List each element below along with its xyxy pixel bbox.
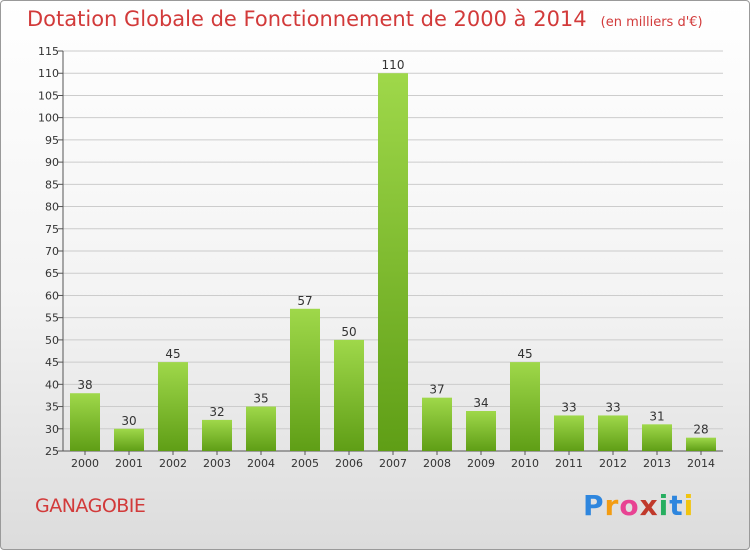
x-tick-label-2009: 2009 [467, 457, 495, 470]
proxiti-logo: Proxiti [583, 489, 694, 522]
y-tick-label: 30 [45, 423, 59, 436]
x-tick-label-2004: 2004 [247, 457, 275, 470]
x-tick-label-2013: 2013 [643, 457, 671, 470]
logo-letter: i [683, 489, 695, 522]
y-tick-label: 60 [45, 289, 59, 302]
logo-letter: r [604, 489, 620, 522]
y-tick-label: 110 [38, 67, 59, 80]
y-tick-label: 45 [45, 356, 59, 369]
x-tick-label-2002: 2002 [159, 457, 187, 470]
data-labels: 38 30 45 32 35 57 50 110 37 34 45 33 33 31 28 [77, 58, 708, 436]
x-tick-label-2011: 2011 [555, 457, 583, 470]
bar-2008 [422, 397, 452, 451]
data-label-2010: 45 [517, 347, 532, 361]
x-tick-label-2003: 2003 [203, 457, 231, 470]
data-label-2013: 31 [649, 409, 664, 423]
y-tick-label: 75 [45, 223, 59, 236]
data-label-2006: 50 [341, 325, 356, 339]
y-tick-label: 50 [45, 334, 59, 347]
commune-name: GANAGOBIE [35, 495, 146, 517]
y-tick-label: 115 [38, 45, 59, 58]
logo-letter: i [658, 489, 670, 522]
logo-letter: x [639, 489, 659, 522]
logo-letter: o [619, 489, 640, 522]
x-tick-label-2010: 2010 [511, 457, 539, 470]
y-tick-label: 25 [45, 445, 59, 458]
x-tick-label-2014: 2014 [687, 457, 715, 470]
bar-2006 [334, 339, 364, 451]
y-tick-label: 40 [45, 378, 59, 391]
chart-title-text: Dotation Globale de Fonctionnement de 20… [27, 7, 587, 31]
x-tick-label-2007: 2007 [379, 457, 407, 470]
data-label-2014: 28 [693, 423, 708, 437]
axes: 25 30 35 40 45 50 55 60 65 70 75 80 85 90 95 100 105 110 1… [38, 45, 723, 470]
data-label-2009: 34 [473, 396, 488, 410]
y-tick-label: 105 [38, 89, 59, 102]
y-tick-label: 55 [45, 312, 59, 325]
data-label-2012: 33 [605, 400, 620, 414]
logo-letter: t [669, 489, 684, 522]
data-label-2007: 110 [382, 58, 405, 72]
bar-2013 [642, 424, 672, 451]
x-tick-label-2006: 2006 [335, 457, 363, 470]
data-label-2008: 37 [429, 383, 444, 397]
x-tick-label-2012: 2012 [599, 457, 627, 470]
bar-2010 [510, 362, 540, 451]
data-label-2000: 38 [77, 378, 92, 392]
bar-2012 [598, 415, 628, 451]
y-tick-label: 90 [45, 156, 59, 169]
bar-2011 [554, 415, 584, 451]
chart-title: Dotation Globale de Fonctionnement de 20… [27, 7, 703, 31]
x-tick-label-2005: 2005 [291, 457, 319, 470]
chart-subtitle: (en milliers d'€) [600, 15, 703, 30]
bar-2001 [114, 428, 144, 451]
y-tick-label: 85 [45, 178, 59, 191]
bars [70, 73, 716, 451]
bar-2009 [466, 411, 496, 451]
x-tick-label-2008: 2008 [423, 457, 451, 470]
y-tick-label: 35 [45, 401, 59, 414]
data-label-2011: 33 [561, 400, 576, 414]
data-label-2001: 30 [121, 414, 136, 428]
bar-2007 [378, 73, 408, 451]
bar-2014 [686, 437, 716, 451]
data-label-2004: 35 [253, 392, 268, 406]
data-label-2002: 45 [165, 347, 180, 361]
x-tick-label-2001: 2001 [115, 457, 143, 470]
logo-letter: P [583, 489, 605, 522]
y-tick-label: 100 [38, 112, 59, 125]
bar-2002 [158, 362, 188, 451]
y-tick-label: 80 [45, 201, 59, 214]
y-tick-label: 70 [45, 245, 59, 258]
y-tick-label: 95 [45, 134, 59, 147]
bar-2004 [246, 406, 276, 451]
bar-2000 [70, 393, 100, 451]
bar-2003 [202, 419, 232, 451]
bar-2005 [290, 308, 320, 451]
data-label-2003: 32 [209, 405, 224, 419]
data-label-2005: 57 [297, 294, 312, 308]
x-tick-label-2000: 2000 [71, 457, 99, 470]
y-tick-label: 65 [45, 267, 59, 280]
